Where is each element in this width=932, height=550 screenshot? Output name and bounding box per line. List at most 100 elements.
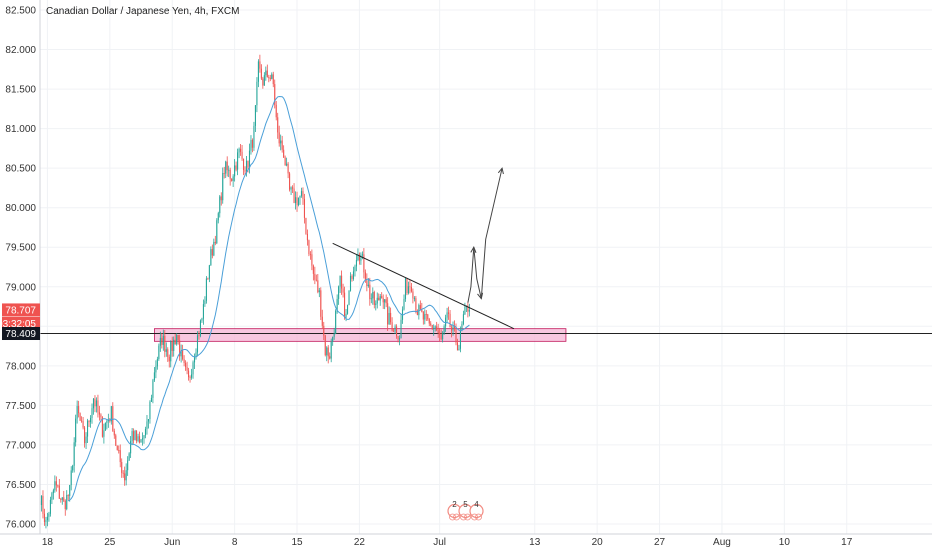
candle-body — [361, 254, 363, 256]
candle-body — [58, 485, 60, 499]
candle-body — [248, 150, 251, 168]
candle-body — [232, 176, 234, 181]
candle-body — [468, 309, 470, 312]
candle — [95, 397, 98, 413]
candle-body — [425, 314, 427, 316]
event-marker[interactable]: 5 — [458, 500, 473, 521]
support-zone[interactable] — [153, 328, 567, 342]
candle-body — [207, 278, 209, 280]
candle — [226, 156, 228, 177]
candle — [410, 283, 412, 293]
candle — [144, 426, 147, 439]
candle — [406, 277, 408, 296]
candle-body — [355, 259, 358, 267]
candle-body — [95, 400, 98, 407]
candle-body — [455, 328, 457, 343]
candle-body — [404, 278, 407, 299]
candle-body — [161, 337, 163, 345]
candle — [58, 478, 60, 499]
candle — [94, 395, 96, 413]
candle — [211, 244, 213, 259]
candle — [155, 360, 157, 379]
arrowhead — [470, 246, 477, 253]
candle-body — [346, 304, 349, 314]
candle-body — [82, 421, 84, 428]
candle — [188, 367, 190, 381]
candle-body — [373, 292, 375, 305]
projection-path[interactable] — [467, 168, 503, 303]
candle-body — [116, 445, 118, 450]
projection-arrowheads — [470, 167, 504, 300]
candle-body — [188, 370, 190, 378]
candle — [106, 419, 108, 430]
candle — [146, 414, 148, 435]
candle-body — [367, 284, 369, 287]
price-tick-label: 80.000 — [5, 203, 36, 214]
candle-body — [257, 61, 259, 82]
candle-body — [60, 498, 62, 500]
candle — [137, 433, 139, 443]
candle — [421, 302, 423, 313]
candle-body — [220, 196, 222, 201]
candle — [346, 304, 349, 315]
candle — [396, 324, 398, 339]
candle — [308, 239, 310, 257]
candle — [297, 197, 300, 207]
candle — [82, 417, 84, 430]
candle-body — [242, 158, 245, 170]
candle — [425, 310, 427, 322]
time-tick-label: 15 — [291, 537, 303, 548]
candle — [231, 178, 233, 182]
candle — [363, 248, 365, 279]
candle-body — [266, 70, 268, 78]
candle-body — [363, 254, 365, 273]
price-tick-label: 77.000 — [5, 440, 36, 451]
candle-body — [170, 341, 172, 362]
candle — [280, 134, 282, 151]
candle-body — [413, 298, 415, 299]
candle — [462, 310, 464, 326]
candle-body — [110, 406, 112, 422]
candle — [92, 397, 95, 415]
candle — [290, 186, 292, 195]
descending-trendline[interactable] — [332, 242, 515, 330]
time-tick-label: 18 — [42, 537, 54, 548]
candle-body — [253, 125, 255, 148]
candle — [385, 294, 387, 308]
candle-body — [436, 326, 438, 331]
candle — [266, 64, 268, 78]
candle-body — [138, 436, 141, 443]
candle-body — [428, 319, 430, 324]
event-marker[interactable]: 2 — [447, 500, 462, 521]
candle-body — [235, 165, 237, 170]
candle-body — [76, 406, 78, 419]
time-axis[interactable]: 18 25 Jun 8 15 22 Jul 13 20 27 Aug 10 17 — [42, 537, 853, 548]
candle-body — [321, 316, 323, 326]
candle-body — [103, 430, 105, 437]
candle — [349, 272, 352, 292]
candle — [49, 496, 51, 517]
candle — [275, 100, 277, 121]
candle — [339, 275, 341, 293]
candle-body — [308, 240, 310, 255]
candle-body — [54, 481, 56, 491]
candle-body — [409, 286, 411, 288]
candle — [143, 435, 145, 444]
candle-body — [140, 439, 142, 443]
candle-body — [421, 309, 423, 312]
candle — [422, 311, 424, 325]
candle — [63, 490, 65, 503]
candle-body — [147, 419, 150, 422]
candle-body — [107, 419, 109, 422]
candle — [443, 324, 445, 335]
candle — [85, 432, 87, 449]
candle-body — [222, 173, 224, 201]
event-marker[interactable]: 4 — [469, 500, 484, 521]
candle — [119, 444, 121, 468]
candle-body — [263, 75, 265, 86]
candle — [253, 121, 255, 151]
candle-body — [344, 292, 346, 318]
